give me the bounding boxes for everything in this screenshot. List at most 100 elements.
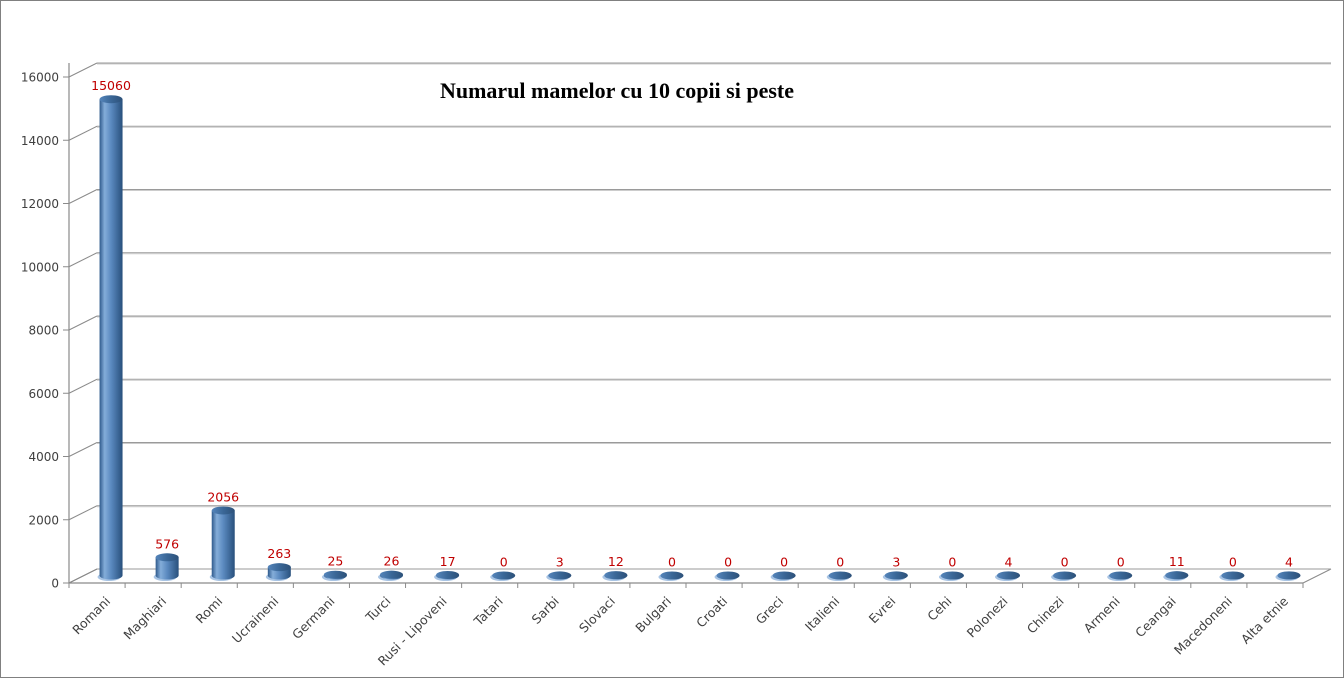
bar (490, 571, 516, 581)
x-tick-label: Tatari (470, 594, 506, 630)
bar-top (99, 95, 123, 104)
bar-value-label: 0 (1061, 555, 1069, 570)
bar (1051, 571, 1077, 581)
x-tick-label: Maghiari (120, 594, 169, 643)
y-axis-depth-tick (68, 252, 98, 268)
bar (938, 571, 964, 581)
bar (378, 570, 403, 581)
y-tick-label: 0 (51, 577, 59, 591)
bar (1219, 571, 1245, 581)
y-tick-label: 8000 (28, 324, 59, 338)
x-tick-label: Slovaci (576, 594, 618, 636)
bar-value-label: 4 (1285, 554, 1293, 569)
y-tick-label: 12000 (21, 197, 59, 211)
bar (658, 571, 684, 581)
bar-top (884, 571, 908, 580)
x-tick-label: Romi (193, 594, 226, 627)
bar (714, 571, 740, 581)
bar-top (155, 553, 179, 562)
bar-top (1053, 571, 1077, 580)
bar (770, 571, 796, 581)
y-tick-label: 4000 (28, 450, 59, 464)
axis-lines (63, 62, 1332, 588)
bar-value-label: 15060 (91, 78, 131, 93)
x-tick-label: Polonezi (964, 594, 1011, 641)
bar (1163, 571, 1189, 581)
bar-value-label: 0 (836, 555, 844, 570)
x-tick-label: Ceangai (1132, 594, 1179, 641)
bar (826, 571, 852, 581)
bar-value-label: 4 (1005, 554, 1013, 569)
bar-value-label: 263 (267, 546, 291, 561)
bar-top (323, 570, 347, 579)
x-tick-label: Greci (753, 594, 787, 628)
x-tick-label: Macedoneni (1171, 594, 1235, 658)
y-axis-depth-tick (68, 125, 98, 141)
x-tick-label: Ucraineni (229, 594, 282, 647)
bar (153, 553, 179, 581)
bar (1107, 571, 1133, 581)
y-axis-depth-tick (68, 505, 98, 521)
bar-value-label: 12 (608, 554, 624, 569)
bar-value-label: 26 (384, 554, 400, 569)
bar-value-label: 17 (440, 554, 456, 569)
x-tick-label: Croati (693, 594, 730, 631)
bar-body (99, 99, 123, 580)
y-axis-depth-tick (68, 189, 98, 204)
data-labels: 15060 576 2056 263 25 26 17 0 3 12 0 0 0 0 3 0 4 0 0 11 0 4 (91, 78, 1293, 569)
bar-value-label: 576 (155, 536, 179, 551)
gridlines (97, 62, 1331, 508)
bar-value-label: 11 (1169, 554, 1185, 569)
bar-top (380, 570, 403, 579)
x-tick-label: Romani (69, 594, 113, 638)
bar-top (997, 571, 1020, 580)
bar-top (211, 506, 235, 515)
bar-value-label: 25 (327, 554, 343, 569)
chart-title: Numarul mamelor cu 10 copii si peste (440, 78, 794, 103)
y-axis-depth-tick (68, 378, 98, 394)
bar-value-label: 0 (724, 555, 732, 570)
bar-top (660, 571, 684, 580)
bar (602, 571, 628, 581)
bar-top (1277, 571, 1301, 580)
x-tick-label: Chinezi (1024, 594, 1067, 637)
x-tick-label: Germani (289, 594, 337, 642)
bar-value-label: 3 (892, 554, 900, 569)
floor-left-edge (68, 568, 98, 584)
bar-value-label: 0 (1229, 555, 1237, 570)
bar-top (1221, 571, 1245, 580)
bar-top (436, 570, 460, 579)
y-axis-depth-tick (68, 315, 98, 331)
x-tick-label: Armeni (1081, 594, 1123, 636)
bar (321, 570, 347, 581)
bar-top (604, 571, 628, 580)
bar-top (940, 571, 964, 580)
bar-top (1109, 571, 1133, 580)
bar-top (1165, 571, 1189, 580)
x-axis-labels: Romani Maghiari Romi Ucraineni Germani TurciR… (69, 593, 1291, 668)
bar-body (211, 510, 235, 580)
floor-right-edge (1302, 568, 1332, 584)
bar-top (772, 571, 796, 580)
x-tick-label: Evrei (866, 594, 899, 627)
y-tick-label: 16000 (21, 71, 59, 85)
bar (97, 95, 123, 581)
x-tick-label: Alta etnie (1238, 593, 1291, 646)
x-tick-label: Cehi (924, 594, 954, 624)
bar-value-label: 0 (668, 555, 676, 570)
bar (209, 506, 235, 581)
y-tick-label: 2000 (28, 513, 59, 527)
bar-value-label: 0 (948, 555, 956, 570)
y-tick-label: 14000 (21, 134, 59, 148)
bar-value-label: 3 (556, 554, 564, 569)
bar-top (492, 571, 516, 580)
x-tick-label: Italieni (802, 594, 843, 635)
x-tick-label: Turci (362, 594, 394, 626)
y-axis-labels: 0 2000 4000 6000 8000 10000 12000 14000 16000 (21, 71, 59, 591)
bar-top (267, 563, 291, 572)
y-axis-depth-tick (68, 442, 98, 457)
bar (546, 571, 572, 581)
bar-value-label: 0 (1117, 555, 1125, 570)
